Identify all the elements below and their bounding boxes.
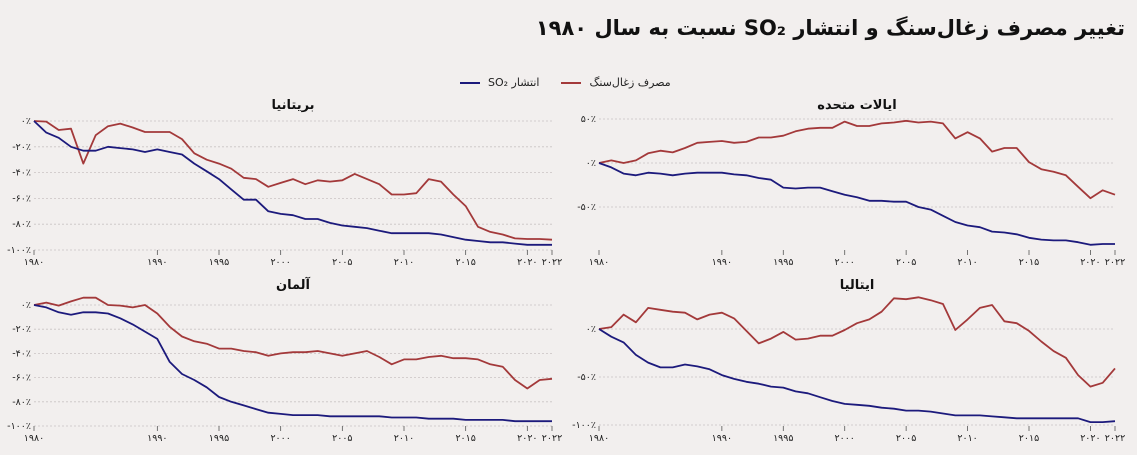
x-tick-label: ۱۹۸۰ (589, 433, 609, 444)
coal-consumption-line (33, 120, 553, 241)
y-tick-label: -۱۰۰٪ (7, 421, 31, 432)
x-tick-label: ۲۰۰۰ (270, 433, 290, 444)
x-tick-label: ۱۹۸۰ (24, 433, 44, 444)
coal-consumption-line (598, 296, 1116, 388)
legend: مصرف زغال‌سنگ انتشار SO₂ (460, 76, 671, 89)
y-tick-label: -۴۰٪ (12, 168, 31, 179)
x-tick-label: ۱۹۹۵ (209, 257, 229, 268)
legend-swatch-so2 (460, 81, 480, 84)
y-tick-label: -۱۰۰٪ (572, 420, 596, 431)
so2-emissions-line (33, 120, 552, 246)
x-tick-label: ۲۰۲۰ (517, 433, 537, 444)
legend-swatch-coal (561, 81, 582, 84)
y-tick-label: ۰٪ (21, 116, 31, 127)
x-tick-label: ۲۰۱۰ (957, 257, 977, 268)
x-tick-label: ۲۰۱۰ (394, 257, 414, 268)
panel-title: آلمان (276, 276, 311, 293)
y-tick-label: -۲۰٪ (12, 142, 31, 153)
x-tick-label: ۲۰۲۲ (542, 433, 562, 444)
x-tick-label: ۱۹۸۰ (589, 257, 609, 268)
y-tick-label: -۴۰٪ (12, 348, 31, 359)
x-tick-label: ۱۹۹۵ (773, 433, 793, 444)
y-tick-label: -۱۰۰٪ (7, 245, 31, 256)
coal-consumption-line (598, 119, 1116, 200)
panel-title: بریتانیا (271, 98, 314, 113)
x-tick-label: ۲۰۰۰ (835, 433, 855, 444)
x-tick-label: ۲۰۱۰ (394, 433, 414, 444)
x-tick-label: ۲۰۲۰ (1080, 257, 1100, 268)
x-tick-label: ۱۹۹۰ (147, 433, 167, 444)
x-tick-label: ۲۰۱۰ (957, 433, 977, 444)
x-tick-label: ۲۰۱۵ (1019, 257, 1039, 268)
panel-title: ایالات متحده (817, 98, 896, 113)
y-tick-label: -۸۰٪ (12, 219, 31, 230)
y-tick-label: ۰٪ (21, 300, 31, 311)
chart-title: تغییر مصرف زغال‌سنگ و انتشار SO₂ نسبت به… (535, 16, 1125, 40)
x-tick-label: ۲۰۲۲ (542, 257, 562, 268)
coal-consumption-line (33, 296, 553, 390)
legend-item-so2: انتشار SO₂ (460, 76, 539, 89)
legend-item-coal: مصرف زغال‌سنگ (561, 76, 671, 89)
x-tick-label: ۲۰۰۵ (332, 257, 352, 268)
y-tick-label: -۵۰٪ (577, 372, 596, 383)
x-tick-label: ۲۰۲۰ (517, 257, 537, 268)
y-tick-label: -۶۰٪ (12, 193, 31, 204)
x-tick-label: ۲۰۱۵ (455, 257, 475, 268)
y-tick-label: -۵۰٪ (577, 202, 596, 213)
so2-emissions-line (33, 304, 552, 423)
legend-label-coal: مصرف زغال‌سنگ (589, 76, 671, 89)
x-tick-label: ۱۹۹۰ (147, 257, 167, 268)
panel-title: ایتالیا (840, 278, 875, 293)
y-tick-label: -۶۰٪ (12, 373, 31, 384)
y-tick-label: -۲۰٪ (12, 324, 31, 335)
x-tick-label: ۲۰۱۵ (1019, 433, 1039, 444)
y-tick-label: ۰٪ (586, 324, 596, 335)
x-tick-label: ۲۰۰۰ (270, 257, 290, 268)
x-tick-label: ۲۰۲۲ (1105, 257, 1125, 268)
y-tick-label: ۰٪ (586, 158, 596, 169)
so2-emissions-line (598, 328, 1116, 424)
x-tick-label: ۱۹۹۰ (712, 257, 732, 268)
x-tick-label: ۲۰۰۵ (332, 433, 352, 444)
legend-label-so2: انتشار SO₂ (488, 76, 540, 89)
x-tick-label: ۱۹۸۰ (24, 257, 44, 268)
y-tick-label: -۸۰٪ (12, 397, 31, 408)
x-tick-label: ۱۹۹۵ (209, 433, 229, 444)
x-tick-label: ۲۰۲۲ (1105, 433, 1125, 444)
x-tick-label: ۱۹۹۵ (773, 257, 793, 268)
x-tick-label: ۲۰۰۰ (835, 257, 855, 268)
x-tick-label: ۲۰۰۵ (896, 433, 916, 444)
y-tick-label: ۵۰٪ (581, 114, 596, 125)
x-tick-label: ۱۹۹۰ (712, 433, 732, 444)
x-tick-label: ۲۰۰۵ (896, 257, 916, 268)
so2-emissions-line (598, 162, 1115, 246)
x-tick-label: ۲۰۲۰ (1080, 433, 1100, 444)
x-tick-label: ۲۰۱۵ (455, 433, 475, 444)
